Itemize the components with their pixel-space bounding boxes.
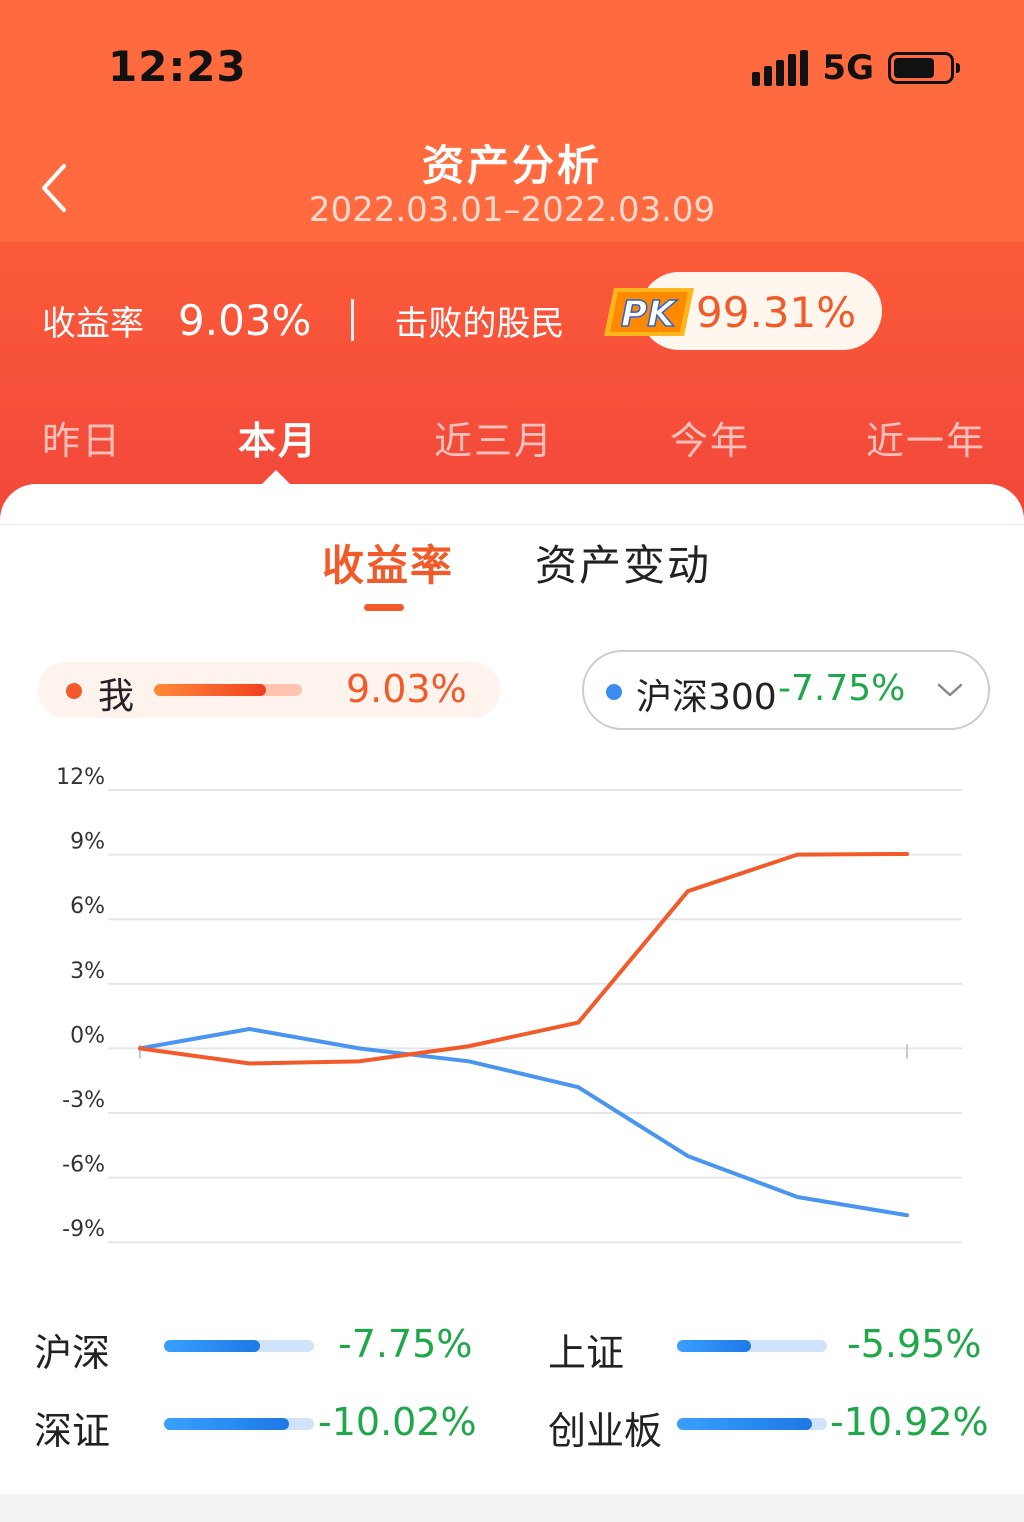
benchmark-dot — [606, 684, 622, 700]
index-value: -10.92% — [830, 1400, 989, 1444]
tab-yesterday[interactable]: 昨日 — [42, 419, 123, 463]
index-value: -5.95% — [847, 1322, 982, 1366]
signal-bars-icon — [752, 50, 809, 86]
card-divider — [0, 524, 1024, 525]
y-tick-label: -6% — [62, 1153, 105, 1178]
return-line-chart: 12%9%6%3%0%-3%-6%-9%03-0103-09 — [56, 765, 962, 1244]
index-name: 创业板 — [548, 1409, 663, 1453]
analysis-card: 收益率 资产变动 我 9.03% 沪深300 -7.75% — [0, 484, 1024, 1494]
y-tick-label: -9% — [62, 1217, 105, 1242]
index-bar-fill — [164, 1418, 289, 1430]
status-time: 12:23 — [108, 42, 247, 91]
status-indicators: 5G — [752, 48, 960, 88]
index-value: -10.02% — [318, 1400, 477, 1444]
benchmark-label: 沪深300 — [636, 677, 777, 718]
date-range: 2022.03.01–2022.03.09 — [308, 190, 716, 230]
me-dot — [66, 683, 82, 699]
tab-one-year[interactable]: 近一年 — [866, 419, 987, 463]
benchmark-selector[interactable]: 沪深300 -7.75% — [582, 650, 990, 730]
divider — [351, 299, 355, 341]
y-tick-label: 0% — [70, 1023, 105, 1048]
return-value: 9.03% — [178, 295, 312, 345]
active-tab-indicator — [262, 470, 290, 484]
me-value: 9.03% — [346, 667, 467, 711]
chevron-down-icon[interactable] — [936, 680, 964, 700]
index-name: 沪深 — [34, 1331, 111, 1375]
pk-badge-text: PK — [621, 294, 678, 335]
y-tick-label: 9% — [70, 830, 105, 855]
index-value: -7.75% — [338, 1322, 473, 1366]
network-type: 5G — [822, 48, 874, 88]
tab-this-month[interactable]: 本月 — [238, 419, 319, 463]
series-line-benchmark — [138, 1027, 909, 1218]
index-bar-fill — [164, 1340, 260, 1352]
pk-badge-icon: PK — [604, 288, 694, 336]
index-name: 上证 — [548, 1331, 625, 1375]
battery-icon — [888, 52, 960, 84]
tab-three-months[interactable]: 近三月 — [434, 419, 555, 463]
beat-label: 击败的股民 — [394, 303, 565, 344]
benchmark-value: -7.75% — [778, 668, 906, 709]
nav-bar — [0, 0, 1024, 242]
subtab-indicator — [364, 604, 404, 611]
series-line-me — [138, 851, 909, 1066]
return-summary: 收益率 9.03% 击败的股民 — [42, 290, 564, 350]
y-tick-label: 6% — [70, 894, 105, 919]
subtab-asset-change[interactable]: 资产变动 — [535, 541, 712, 590]
legend-me: 我 9.03% — [38, 662, 500, 718]
me-bar-fill — [154, 684, 266, 696]
me-label: 我 — [98, 676, 135, 717]
bottom-divider — [0, 1494, 1024, 1522]
subtab-return-rate[interactable]: 收益率 — [322, 541, 455, 590]
index-bar-fill — [677, 1340, 751, 1352]
index-name: 深证 — [34, 1409, 111, 1453]
y-tick-label: 12% — [56, 765, 105, 790]
chevron-left-icon[interactable] — [38, 162, 78, 214]
return-label: 收益率 — [42, 303, 144, 344]
index-bar-fill — [677, 1418, 812, 1430]
y-tick-label: 3% — [70, 959, 105, 984]
period-tabs: 昨日 本月 近三月 今年 近一年 — [0, 410, 1024, 470]
page-title: 资产分析 — [421, 141, 602, 190]
beat-value: 99.31% — [696, 288, 857, 337]
tab-this-year[interactable]: 今年 — [670, 419, 751, 463]
y-tick-label: -3% — [62, 1088, 105, 1113]
